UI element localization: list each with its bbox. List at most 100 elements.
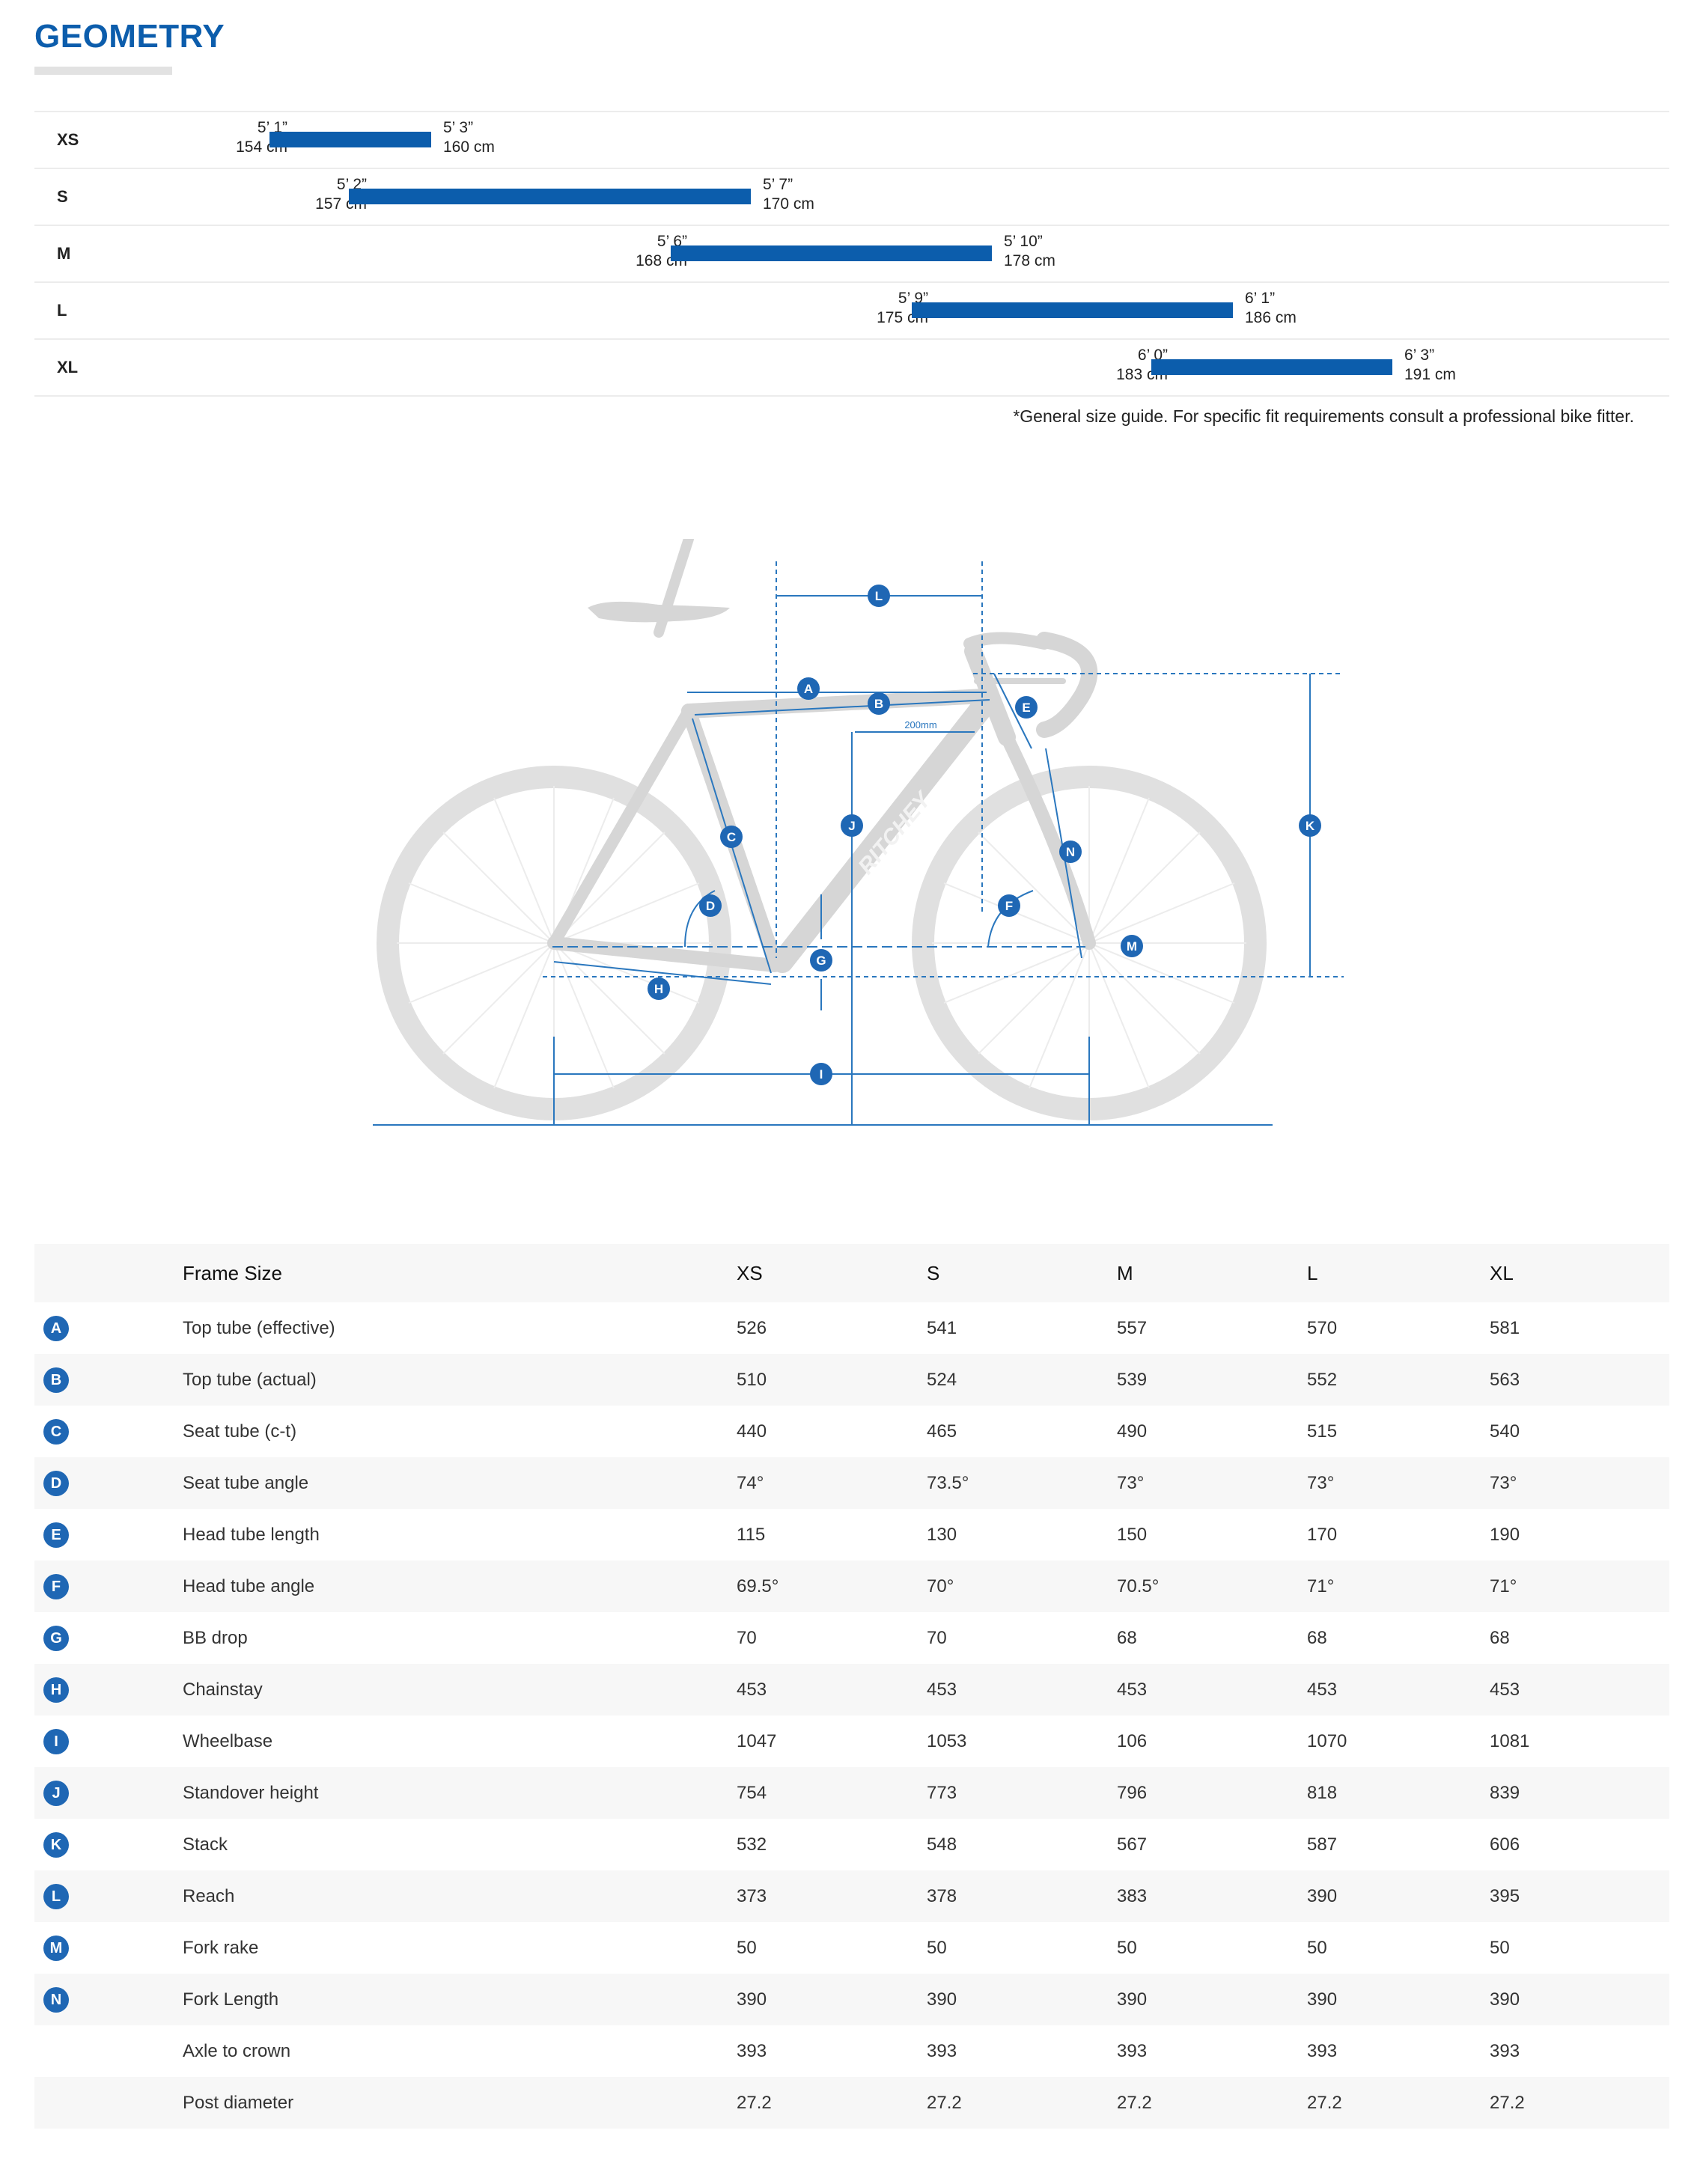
row-badge-cell: I — [34, 1715, 183, 1767]
size-label: XS — [57, 130, 79, 149]
measurement-value: 378 — [927, 1885, 957, 1906]
marker-d: D — [699, 894, 722, 917]
row-badge-cell: F — [34, 1561, 183, 1612]
measurement-value: 70 — [737, 1627, 757, 1648]
measurement-value: 754 — [737, 1782, 767, 1803]
measurement-badge: D — [43, 1470, 69, 1496]
measurement-value: 390 — [927, 1989, 957, 2010]
marker-n: N — [1059, 841, 1082, 863]
max-height: 6’ 1” 186 cm — [1245, 290, 1297, 326]
measurement-name: Reach — [183, 1885, 235, 1906]
measurement-value: 567 — [1117, 1834, 1148, 1855]
svg-text:K: K — [1306, 819, 1315, 833]
measurement-value: 1047 — [737, 1730, 777, 1751]
measurement-value: 587 — [1307, 1834, 1338, 1855]
measurement-value: 581 — [1490, 1317, 1520, 1338]
marker-h: H — [648, 977, 670, 1000]
table-header-row: Frame Size XS S M L XL — [34, 1244, 1669, 1302]
table-row: L Reach 373 378 383 390 395 — [34, 1870, 1669, 1922]
measurement-value: 552 — [1307, 1369, 1338, 1390]
measurement-value: 490 — [1117, 1421, 1148, 1442]
measurement-value: 27.2 — [1307, 2092, 1342, 2113]
measurement-value: 70° — [927, 1576, 954, 1596]
svg-text:M: M — [1127, 939, 1137, 954]
marker-e: E — [1015, 696, 1038, 719]
row-badge-cell: E — [34, 1509, 183, 1561]
svg-text:F: F — [1005, 899, 1013, 913]
measurement-value: 395 — [1490, 1885, 1520, 1906]
size-guide: XS 5’ 1” 154 cm 5’ 3” 160 cm S 5’ 2” 157 cm… — [34, 111, 1669, 397]
measurement-badge: F — [43, 1573, 69, 1599]
header-xl: XL — [1490, 1261, 1514, 1284]
measurement-name: Seat tube (c-t) — [183, 1421, 297, 1442]
geometry-diagram: RITCHEY 200mm — [0, 539, 1703, 1153]
size-label: L — [57, 301, 67, 320]
measurement-badge: B — [43, 1367, 69, 1393]
measurement-value: 70 — [927, 1627, 947, 1648]
measurement-badge: K — [43, 1831, 69, 1858]
size-row-xs: XS 5’ 1” 154 cm 5’ 3” 160 cm — [34, 111, 1669, 168]
table-row: Post diameter 27.2 27.2 27.2 27.2 27.2 — [34, 2077, 1669, 2129]
measurement-value: 570 — [1307, 1317, 1338, 1338]
measurement-badge: M — [43, 1935, 69, 1961]
measurement-value: 27.2 — [1117, 2092, 1152, 2113]
measurement-value: 539 — [1117, 1369, 1148, 1390]
header-s: S — [927, 1261, 940, 1284]
measurement-badge: I — [43, 1728, 69, 1754]
header-frame-size: Frame Size — [183, 1261, 282, 1284]
svg-text:J: J — [848, 819, 855, 833]
row-badge-cell: N — [34, 1974, 183, 2025]
measurement-value: 68 — [1307, 1627, 1327, 1648]
row-badge-cell: J — [34, 1767, 183, 1819]
measurement-name: Fork rake — [183, 1937, 259, 1958]
measurement-name: BB drop — [183, 1627, 248, 1648]
measurement-name: Head tube angle — [183, 1576, 315, 1596]
marker-l: L — [868, 585, 890, 607]
measurement-value: 440 — [737, 1421, 767, 1442]
marker-f: F — [998, 894, 1020, 917]
height-range-bar — [269, 132, 431, 147]
header-l: L — [1307, 1261, 1318, 1284]
measurement-value: 106 — [1117, 1730, 1148, 1751]
measurement-name: Axle to crown — [183, 2040, 291, 2061]
size-row-m: M 5’ 6” 168 cm 5’ 10” 178 cm — [34, 225, 1669, 281]
measurement-value: 115 — [737, 1524, 766, 1545]
measurement-value: 50 — [1307, 1937, 1327, 1958]
measurement-value: 50 — [737, 1937, 757, 1958]
measurement-value: 73.5° — [927, 1472, 969, 1493]
table-body: A Top tube (effective) 526 541 557 570 581 B Top… — [34, 1302, 1669, 2129]
row-badge-cell: A — [34, 1302, 183, 1354]
measurement-badge: G — [43, 1625, 69, 1651]
measurement-value: 383 — [1117, 1885, 1148, 1906]
size-label: M — [57, 244, 71, 263]
measurement-value: 50 — [1117, 1937, 1137, 1958]
dimension-label: 200mm — [904, 719, 936, 730]
measurement-value: 1081 — [1490, 1730, 1530, 1751]
size-guide-note: *General size guide. For specific fit re… — [1013, 406, 1634, 426]
measurement-badge: C — [43, 1418, 69, 1445]
header-xs: XS — [737, 1261, 763, 1284]
measurement-value: 50 — [927, 1937, 947, 1958]
dimension-lines — [543, 561, 1344, 1125]
row-badge-cell: K — [34, 1819, 183, 1870]
measurement-value: 190 — [1490, 1524, 1520, 1545]
page-title: GEOMETRY — [34, 18, 225, 55]
measurement-value: 526 — [737, 1317, 767, 1338]
measurement-badge: L — [43, 1883, 69, 1909]
table-row: D Seat tube angle 74° 73.5° 73° 73° 73° — [34, 1457, 1669, 1509]
measurement-name: Chainstay — [183, 1679, 263, 1700]
measurement-value: 453 — [1117, 1679, 1148, 1700]
measurement-value: 541 — [927, 1317, 957, 1338]
measurement-value: 796 — [1117, 1782, 1148, 1803]
row-badge-cell: L — [34, 1870, 183, 1922]
marker-i: I — [810, 1063, 832, 1085]
max-height: 5’ 10” 178 cm — [1004, 233, 1055, 269]
measurement-value: 27.2 — [927, 2092, 962, 2113]
measurement-value: 510 — [737, 1369, 767, 1390]
measurement-value: 465 — [927, 1421, 957, 1442]
row-badge-cell: B — [34, 1354, 183, 1406]
measurement-value: 557 — [1117, 1317, 1148, 1338]
measurement-value: 453 — [737, 1679, 767, 1700]
row-badge-cell: H — [34, 1664, 183, 1715]
bike-frame — [547, 539, 1097, 973]
